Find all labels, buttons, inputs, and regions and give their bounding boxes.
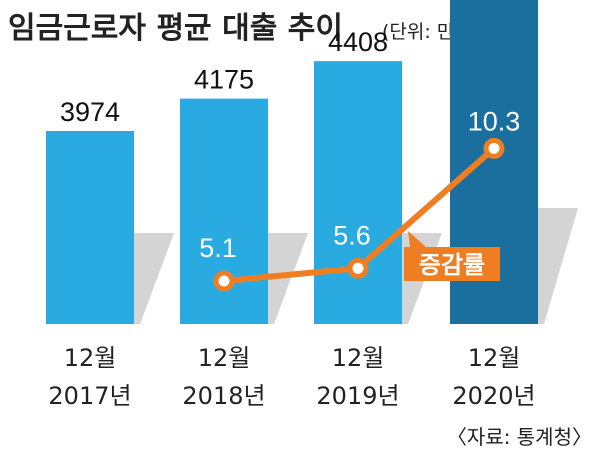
- rate-point: [347, 257, 369, 279]
- source-note: 〈자료: 통계청〉: [447, 425, 592, 449]
- rate-legend-box: [404, 247, 500, 281]
- category-month-label: 12월: [64, 344, 117, 372]
- rate-value-label: 5.6: [333, 220, 371, 250]
- bar-value-label: 4175: [194, 65, 254, 95]
- category-month-label: 12월: [468, 344, 521, 372]
- category-year-label: 2018년: [182, 382, 265, 410]
- rate-legend-pointer: [408, 231, 426, 247]
- bar: [314, 61, 402, 324]
- rate-legend-label: 증감률: [419, 251, 485, 279]
- category-year-label: 2019년: [316, 382, 399, 410]
- category-month-label: 12월: [332, 344, 385, 372]
- bars: [46, 0, 538, 324]
- rate-point: [213, 270, 235, 292]
- rate-value-label: 5.1: [199, 233, 237, 263]
- bar-value-labels: 3974417544084862: [60, 27, 388, 127]
- chart-title: 임금근로자 평균 대출 추이: [8, 11, 343, 46]
- category-month-label: 12월: [198, 344, 251, 372]
- rate-point: [483, 137, 505, 159]
- bar-value-label: 3974: [60, 97, 120, 127]
- rate-line: 5.1 5.6 10.3: [199, 106, 521, 292]
- category-year-label: 2020년: [452, 382, 535, 410]
- bar-value-label: 4408: [328, 27, 388, 57]
- bar-shadow: [538, 208, 578, 324]
- bar-shadow: [268, 233, 308, 324]
- category-labels: 12월 2017년 12월 2018년 12월 2019년 12월 2020년: [48, 344, 535, 410]
- rate-value-label: 10.3: [468, 106, 521, 136]
- bar-shadow: [134, 233, 174, 324]
- bar: [46, 131, 134, 324]
- rate-legend: 증감률: [404, 231, 500, 281]
- category-year-label: 2017년: [48, 382, 131, 410]
